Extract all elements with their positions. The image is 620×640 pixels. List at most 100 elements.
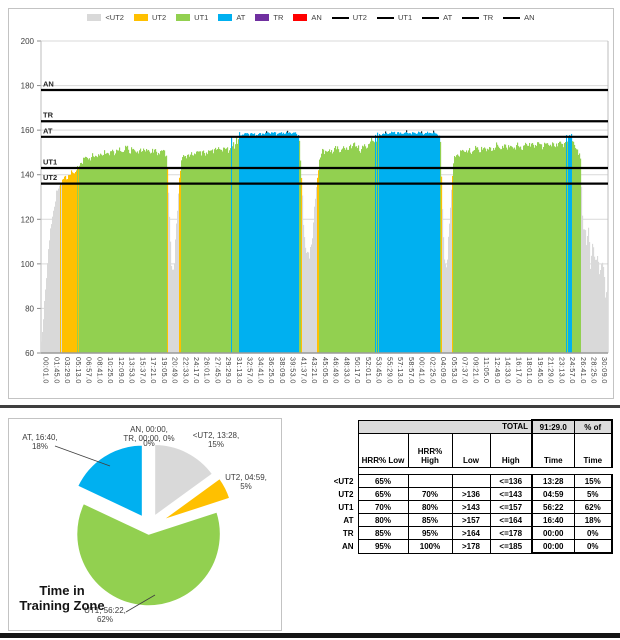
legend-label: TR xyxy=(273,13,284,22)
pie-label-at: AT, 16:40, 18% xyxy=(11,433,69,451)
x-tick-label: 29:29.0 xyxy=(224,357,233,384)
legend-line-item-ut1: UT1 xyxy=(376,13,413,22)
legend-item-ut1: UT1 xyxy=(176,13,208,22)
zone-summary-table: TOTAL 91:29.0% of HRR% Low HRR% High Low High… xyxy=(331,419,613,554)
table-cell: >178 xyxy=(451,539,491,554)
table-header-row: HRR% Low HRR% High Low High Time Time xyxy=(331,433,613,468)
column-header: Time xyxy=(531,433,575,468)
table-cell xyxy=(574,468,612,475)
x-tick-label: 05:53.0 xyxy=(450,357,459,384)
pie-slice-at[interactable] xyxy=(76,444,144,519)
pie-title-line1: Time in xyxy=(39,583,85,598)
x-tick-label: 50:17.0 xyxy=(353,357,362,384)
x-tick-label: 48:33.0 xyxy=(342,357,351,384)
zone-row-lt-ut2: <UT2 65% <=136 13:28 15% xyxy=(331,474,613,488)
x-tick-label: 00:01.0 xyxy=(42,357,51,384)
table-cell: 85% xyxy=(357,526,409,540)
table-cell: <=157 xyxy=(489,500,533,514)
x-tick-label: 30:09.0 xyxy=(600,357,609,384)
column-header: Low xyxy=(451,433,491,468)
legend-swatch-icon xyxy=(255,14,270,21)
pie-slice-lt-ut2[interactable] xyxy=(153,443,214,518)
x-tick-label: 36:25.0 xyxy=(267,357,276,384)
column-header: HRR% High xyxy=(407,433,453,468)
x-tick-label: 23:13.0 xyxy=(557,357,566,384)
legend-label: UT2 xyxy=(151,13,167,22)
x-tick-label: 12:49.0 xyxy=(493,357,502,384)
x-tick-label: 19:45.0 xyxy=(536,357,545,384)
x-tick-label: 00:41.0 xyxy=(418,357,427,384)
table-cell: >164 xyxy=(451,526,491,540)
x-tick-label: 03:29.0 xyxy=(63,357,72,384)
table-cell: 70% xyxy=(357,500,409,514)
legend-item-lt-ut2: <UT2 xyxy=(87,13,124,22)
table-cell: 65% xyxy=(357,487,409,501)
legend-line-item-an: AN xyxy=(503,13,535,22)
x-axis-labels: 00:01.0 01:45.0 03:29.0 05:13.0 06:57.0 08:41… xyxy=(42,357,610,384)
pie-label-an-tr: AN, 00:00, TR, 00:00, 0% 0% xyxy=(101,425,197,448)
zone-lines: UT2 UT1 AT TR AN xyxy=(41,80,608,185)
y-tick-label: 180 xyxy=(21,82,35,91)
x-tick-label: 38:09.0 xyxy=(278,357,287,384)
hr-time-chart: 60 80 100 120 140 160 180 200 UT2 UT1 AT TR AN 00:01.… xyxy=(21,37,610,384)
x-tick-label: 15:37.0 xyxy=(138,357,147,384)
x-tick-label: 55:29.0 xyxy=(385,357,394,384)
legend-label: UT1 xyxy=(397,13,413,22)
legend-line-item-ut2: UT2 xyxy=(331,13,367,22)
zone-row-label: UT2 xyxy=(331,487,358,501)
legend-item-an: AN xyxy=(293,13,322,22)
x-tick-label: 27:45.0 xyxy=(213,357,222,384)
x-tick-label: 12:09.0 xyxy=(117,357,126,384)
zone-row-an: AN 95% 100% >178 <=185 00:00 0% xyxy=(331,539,613,554)
pie-label-line: AN, 00:00, xyxy=(130,425,168,434)
x-tick-label: 14:33.0 xyxy=(504,357,513,384)
zone-row-at: AT 80% 85% >157 <=164 16:40 18% xyxy=(331,513,613,527)
table-cell: 65% xyxy=(357,474,409,488)
x-tick-label: 28:25.0 xyxy=(589,357,598,384)
table-cell xyxy=(357,467,532,475)
table-cell: <=185 xyxy=(489,539,533,554)
y-tick-label: 60 xyxy=(25,349,34,358)
legend-label: <UT2 xyxy=(105,13,124,22)
hr-chart-panel: <UT2 UT2 UT1 AT TR AN UT2 UT1 AT TR AN 60 80 100 120 1… xyxy=(8,8,614,399)
total-value: 91:29.0 xyxy=(531,419,575,434)
legend-label: AT xyxy=(443,13,453,22)
x-tick-label: 05:13.0 xyxy=(74,357,83,384)
table-cell xyxy=(532,468,574,475)
legend-line-icon xyxy=(376,16,394,19)
pie-slice-ut2[interactable] xyxy=(161,477,231,522)
pie-label-line: UT1, 56:22, xyxy=(84,606,126,615)
leader-line-ut1 xyxy=(125,594,156,613)
hr-area-series xyxy=(41,130,609,353)
bottom-divider xyxy=(0,633,620,638)
y-tick-label: 100 xyxy=(21,260,35,269)
legend-label: UT2 xyxy=(352,13,367,22)
x-tick-label: 16:17.0 xyxy=(514,357,523,384)
table-cell xyxy=(331,467,358,475)
table-cell: <=164 xyxy=(489,513,533,527)
zone-row-tr: TR 85% 95% >164 <=178 00:00 0% xyxy=(331,526,613,540)
table-total-row: TOTAL 91:29.0% of xyxy=(331,419,613,434)
y-tick-label: 120 xyxy=(21,215,35,224)
zone-row-ut1: UT1 70% 80% >143 <=157 56:22 62% xyxy=(331,500,613,514)
column-header: HRR% Low xyxy=(357,433,409,468)
zone-pct: 62% xyxy=(573,500,613,514)
table-cell: >136 xyxy=(451,487,491,501)
pct-of-label: % of xyxy=(573,419,613,434)
legend-label: AT xyxy=(236,13,246,22)
legend-swatch-icon xyxy=(87,14,102,21)
x-tick-label: 07:37.0 xyxy=(461,357,470,384)
zone-time: 13:28 xyxy=(531,474,575,488)
table-cell: 80% xyxy=(407,500,453,514)
legend-item-ut2: UT2 xyxy=(133,13,167,22)
zone-pct: 0% xyxy=(573,539,613,554)
table-cell: 80% xyxy=(357,513,409,527)
legend-swatch-icon xyxy=(218,14,233,21)
zone-line-label: AT xyxy=(43,126,53,135)
x-tick-label: 39:53.0 xyxy=(289,357,298,384)
x-tick-label: 24:17.0 xyxy=(192,357,201,384)
x-tick-label: 52:01.0 xyxy=(364,357,373,384)
table-cell xyxy=(331,433,358,468)
pie-slice-ut1[interactable] xyxy=(75,502,222,607)
pie-label-line: 18% xyxy=(31,442,48,451)
